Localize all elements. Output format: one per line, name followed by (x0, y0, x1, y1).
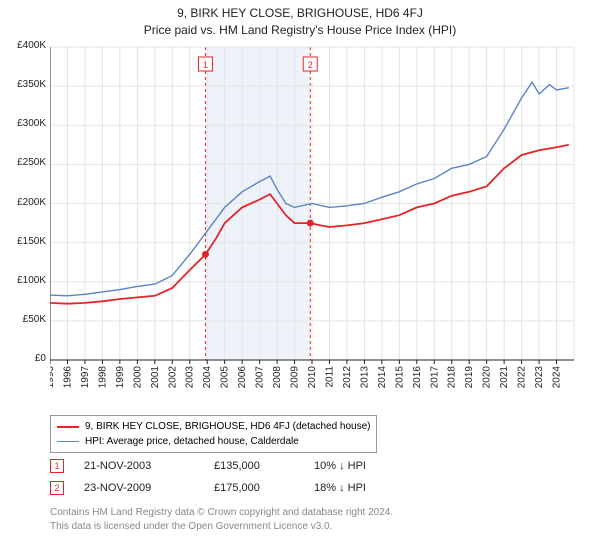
sales-row: 1 21-NOV-2003£135,00010% ↓ HPI (50, 455, 434, 477)
chart-svg: 1 2 1995 1996 1997 1998 1999 2000 2001 2002 2003 20… (50, 45, 580, 400)
sales-table: 1 21-NOV-2003£135,00010% ↓ HPI 2 23-NOV-200… (50, 455, 434, 499)
x-tick-label: 2005 (220, 366, 231, 389)
x-tick-label: 2017 (429, 366, 440, 389)
legend: 9, BIRK HEY CLOSE, BRIGHOUSE, HD6 4FJ (d… (50, 415, 377, 453)
legend-label: HPI: Average price, detached house, Cald… (85, 434, 299, 449)
x-tick-label: 2023 (534, 366, 545, 389)
title-main: 9, BIRK HEY CLOSE, BRIGHOUSE, HD6 4FJ (0, 0, 600, 20)
y-tick-label: £150K (0, 236, 46, 247)
legend-swatch (57, 441, 79, 443)
y-tick-label: £200K (0, 197, 46, 208)
x-tick-label: 2007 (255, 366, 266, 389)
x-tick-label: 2010 (307, 366, 318, 389)
y-tick-label: £300K (0, 118, 46, 129)
x-tick-label: 2013 (359, 366, 370, 389)
x-tick-label: 2024 (552, 366, 563, 389)
sale-date: 23-NOV-2009 (84, 482, 214, 494)
x-tick-label: 2020 (482, 366, 493, 389)
sale-diff: 18% ↓ HPI (314, 482, 434, 494)
x-tick-label: 2002 (167, 366, 178, 389)
sale-price: £175,000 (214, 482, 314, 494)
x-tick-label: 2008 (272, 366, 283, 389)
x-tick-label: 1997 (80, 366, 91, 389)
footer-line1: Contains HM Land Registry data © Crown c… (50, 506, 393, 520)
x-tick-label: 2015 (394, 366, 405, 389)
y-tick-label: £250K (0, 157, 46, 168)
legend-row: 9, BIRK HEY CLOSE, BRIGHOUSE, HD6 4FJ (d… (57, 419, 370, 434)
x-tick-label: 1995 (50, 366, 56, 389)
sale-marker-icon: 1 (50, 459, 64, 473)
y-tick-label: £0 (0, 353, 46, 364)
title-sub: Price paid vs. HM Land Registry's House … (0, 20, 600, 37)
y-tick-label: £100K (0, 275, 46, 286)
sales-row: 2 23-NOV-2009£175,00018% ↓ HPI (50, 477, 434, 499)
x-tick-label: 1996 (62, 366, 73, 389)
x-tick-label: 2011 (324, 366, 335, 388)
x-tick-label: 1999 (115, 366, 126, 389)
x-tick-label: 2004 (202, 366, 213, 389)
x-tick-label: 2003 (185, 366, 196, 389)
sale-point-1 (202, 251, 209, 258)
legend-row: HPI: Average price, detached house, Cald… (57, 434, 370, 449)
x-tick-label: 2016 (412, 366, 423, 389)
x-tick-label: 2021 (499, 366, 510, 389)
x-tick-label: 1998 (97, 366, 108, 389)
sale-date: 21-NOV-2003 (84, 460, 214, 472)
x-tick-label: 2019 (464, 366, 475, 389)
x-tick-label: 2001 (150, 366, 161, 389)
legend-label: 9, BIRK HEY CLOSE, BRIGHOUSE, HD6 4FJ (d… (85, 419, 370, 434)
sale-point-2 (307, 220, 314, 227)
x-tick-label: 2006 (237, 366, 248, 389)
legend-swatch (57, 426, 79, 428)
x-tick-label: 2009 (290, 366, 301, 389)
footer-line2: This data is licensed under the Open Gov… (50, 520, 393, 534)
x-tick-label: 2012 (342, 366, 353, 389)
x-tick-label: 2000 (132, 366, 143, 389)
sale-diff: 10% ↓ HPI (314, 460, 434, 472)
x-tick-label: 2022 (517, 366, 528, 389)
chart-container: 9, BIRK HEY CLOSE, BRIGHOUSE, HD6 4FJ Pr… (0, 0, 600, 560)
sale-price: £135,000 (214, 460, 314, 472)
y-tick-label: £350K (0, 79, 46, 90)
sale-marker-num-1: 1 (203, 60, 208, 70)
sale-marker-num-2: 2 (308, 60, 313, 70)
y-tick-label: £50K (0, 314, 46, 325)
x-tick-label: 2014 (377, 366, 388, 389)
x-tick-label: 2018 (447, 366, 458, 389)
sale-marker-icon: 2 (50, 481, 64, 495)
y-tick-label: £400K (0, 40, 46, 51)
footer: Contains HM Land Registry data © Crown c… (50, 506, 393, 533)
